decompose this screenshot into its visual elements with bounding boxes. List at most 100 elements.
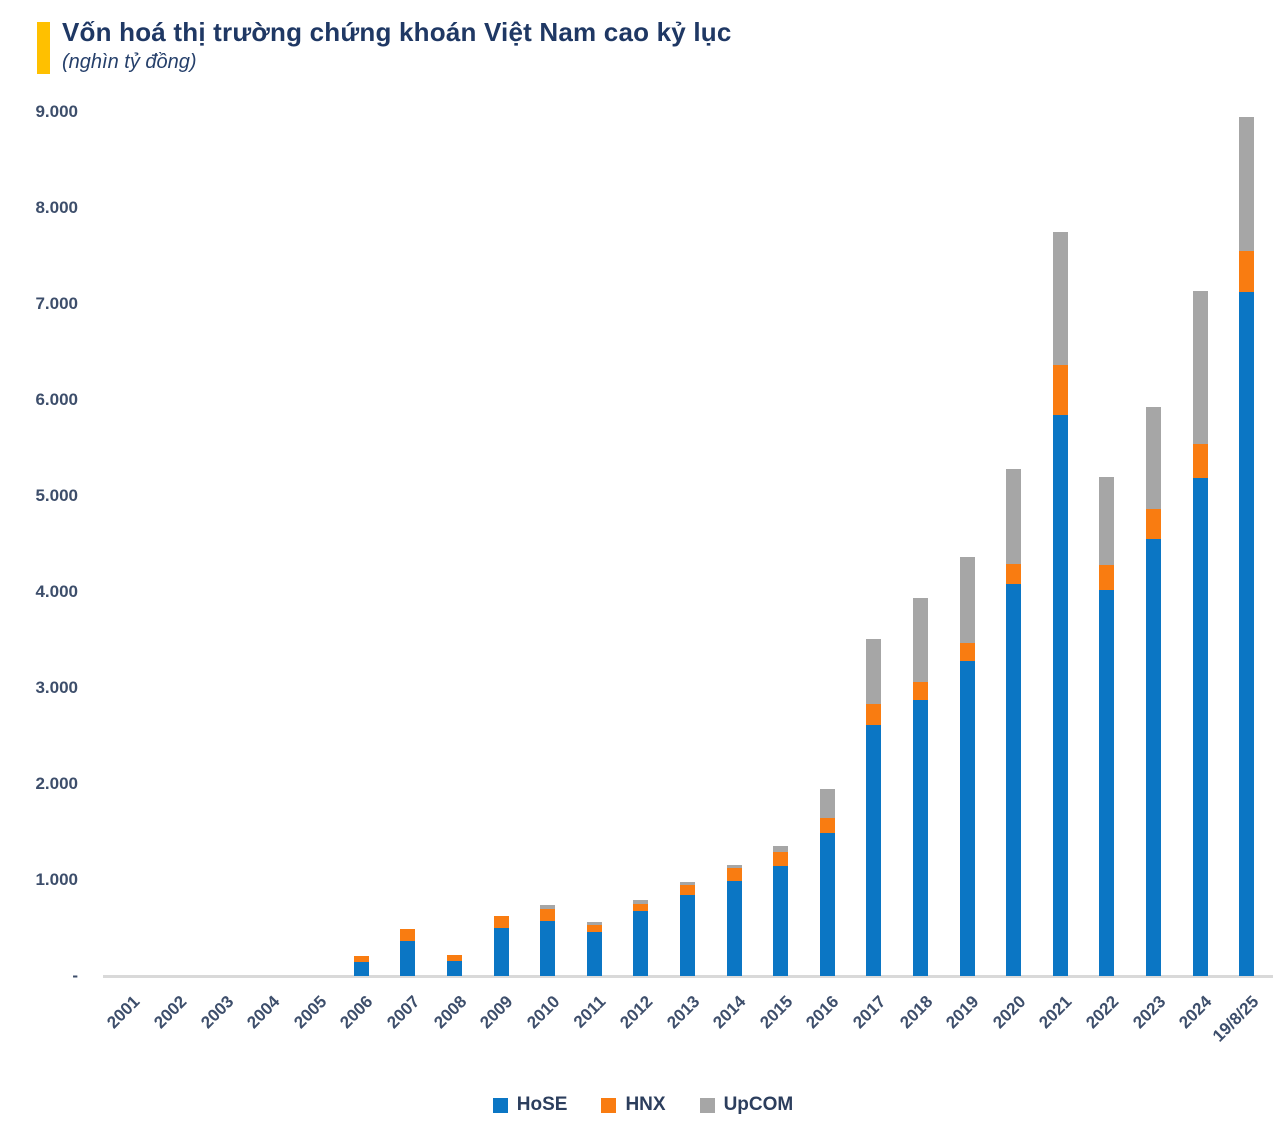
legend-swatch-icon xyxy=(699,1097,715,1113)
bar-column xyxy=(866,639,882,976)
bar-column xyxy=(819,789,835,976)
bar-segment-upcom xyxy=(959,556,975,643)
y-axis-tick-label: 8.000 xyxy=(35,198,78,217)
bar-segment-hose xyxy=(913,700,928,976)
accent-bar xyxy=(37,22,50,74)
y-axis-tick-label: - xyxy=(72,966,78,985)
bar-segment-hose xyxy=(633,910,649,976)
bar-column xyxy=(353,955,369,976)
bar-segment-hnx xyxy=(540,908,556,922)
bar-segment-hose xyxy=(773,865,789,976)
bar-segment-upcom xyxy=(1006,469,1022,565)
bar-segment-upcom xyxy=(1239,116,1255,252)
chart-title: Vốn hoá thị trường chứng khoán Việt Nam … xyxy=(62,17,732,47)
bar-column xyxy=(959,556,975,976)
bar-segment-hnx xyxy=(633,903,649,911)
bar-column xyxy=(586,922,602,976)
bar-segment-hose xyxy=(1052,415,1068,976)
bar-segment-hose xyxy=(493,928,509,976)
bar-segment-upcom xyxy=(819,789,835,819)
header-text: Vốn hoá thị trường chứng khoán Việt Nam … xyxy=(62,16,732,74)
bar-segment-hnx xyxy=(447,954,462,961)
bar-segment-upcom xyxy=(773,845,789,852)
bar-column xyxy=(1006,469,1022,976)
y-axis-tick-label: 4.000 xyxy=(35,582,78,601)
bar-segment-hnx xyxy=(1006,564,1022,585)
bar-segment-hnx xyxy=(1099,565,1115,591)
bar-segment-hose xyxy=(1192,477,1208,976)
bar-segment-hnx xyxy=(959,642,975,662)
bar-column xyxy=(1052,232,1068,976)
y-axis-tick-label: 3.000 xyxy=(35,678,78,697)
chart-legend: HoSE HNX UpCOM xyxy=(0,1094,1286,1116)
bar-segment-hnx xyxy=(1146,508,1161,539)
legend-label: HoSE xyxy=(516,1094,568,1115)
legend-item-hnx: HNX xyxy=(601,1094,666,1116)
bar-segment-hnx xyxy=(726,868,742,882)
y-axis-tick-label: 9.000 xyxy=(35,102,78,121)
bar-segment-hose xyxy=(1099,590,1115,976)
bar-segment-upcom xyxy=(633,899,649,904)
bar-column xyxy=(773,845,789,976)
bar-column xyxy=(1239,116,1255,976)
bar-column xyxy=(447,954,462,976)
bar-segment-upcom xyxy=(1146,407,1161,509)
bar-segment-upcom xyxy=(726,864,742,869)
bar-column xyxy=(540,904,556,976)
bar-segment-hnx xyxy=(400,928,416,941)
bar-segment-hose xyxy=(819,832,835,976)
bar-segment-hose xyxy=(540,921,556,976)
bar-segment-upcom xyxy=(540,904,556,909)
legend-label: HNX xyxy=(625,1094,666,1115)
x-axis-line xyxy=(103,975,1273,978)
bar-segment-hnx xyxy=(493,916,509,929)
bar-segment-hose xyxy=(1006,584,1022,976)
bar-segment-hose xyxy=(447,960,462,976)
bar-segment-hnx xyxy=(1239,251,1255,293)
bar-segment-hose xyxy=(726,881,742,976)
bar-column xyxy=(633,899,649,976)
bar-segment-upcom xyxy=(1192,290,1208,445)
bar-segment-hnx xyxy=(586,925,602,933)
bar-segment-hose xyxy=(866,725,882,976)
bar-column xyxy=(400,928,416,976)
bar-segment-hnx xyxy=(1052,365,1068,416)
bar-column xyxy=(913,598,928,976)
y-axis-tick-label: 2.000 xyxy=(35,774,78,793)
y-axis-tick-label: 5.000 xyxy=(35,486,78,505)
bar-segment-hose xyxy=(1239,292,1255,976)
legend-swatch-icon xyxy=(601,1097,617,1113)
bar-segment-upcom xyxy=(1099,477,1115,566)
bar-segment-upcom xyxy=(913,598,928,683)
legend-label: UpCOM xyxy=(723,1094,794,1115)
bar-column xyxy=(1146,407,1161,976)
bar-segment-hose xyxy=(353,961,369,976)
chart-header: Vốn hoá thị trường chứng khoán Việt Nam … xyxy=(37,16,732,74)
y-axis-tick-label: 1.000 xyxy=(35,870,78,889)
y-axis-tick-label: 6.000 xyxy=(35,390,78,409)
bar-segment-hnx xyxy=(819,818,835,833)
legend-item-hose: HoSE xyxy=(492,1094,568,1116)
y-axis-tick-label: 7.000 xyxy=(35,294,78,313)
bar-segment-hnx xyxy=(353,955,369,962)
bar-segment-hose xyxy=(1146,538,1161,976)
bar-column xyxy=(726,864,742,976)
bar-segment-upcom xyxy=(866,639,882,704)
bar-segment-hose xyxy=(400,940,416,976)
bar-segment-upcom xyxy=(680,882,695,885)
bar-segment-hose xyxy=(586,932,602,976)
bar-segment-hnx xyxy=(866,703,882,726)
bar-segment-hose xyxy=(959,661,975,976)
bar-column xyxy=(1192,290,1208,976)
legend-item-upcom: UpCOM xyxy=(699,1094,794,1116)
bar-segment-hnx xyxy=(680,884,695,896)
bar-column xyxy=(1099,477,1115,976)
bar-column xyxy=(680,882,695,976)
bar-segment-hnx xyxy=(1192,444,1208,478)
bar-segment-hose xyxy=(680,895,695,976)
bar-column xyxy=(493,916,509,976)
bar-segment-hnx xyxy=(913,682,928,700)
bar-segment-upcom xyxy=(1052,232,1068,366)
